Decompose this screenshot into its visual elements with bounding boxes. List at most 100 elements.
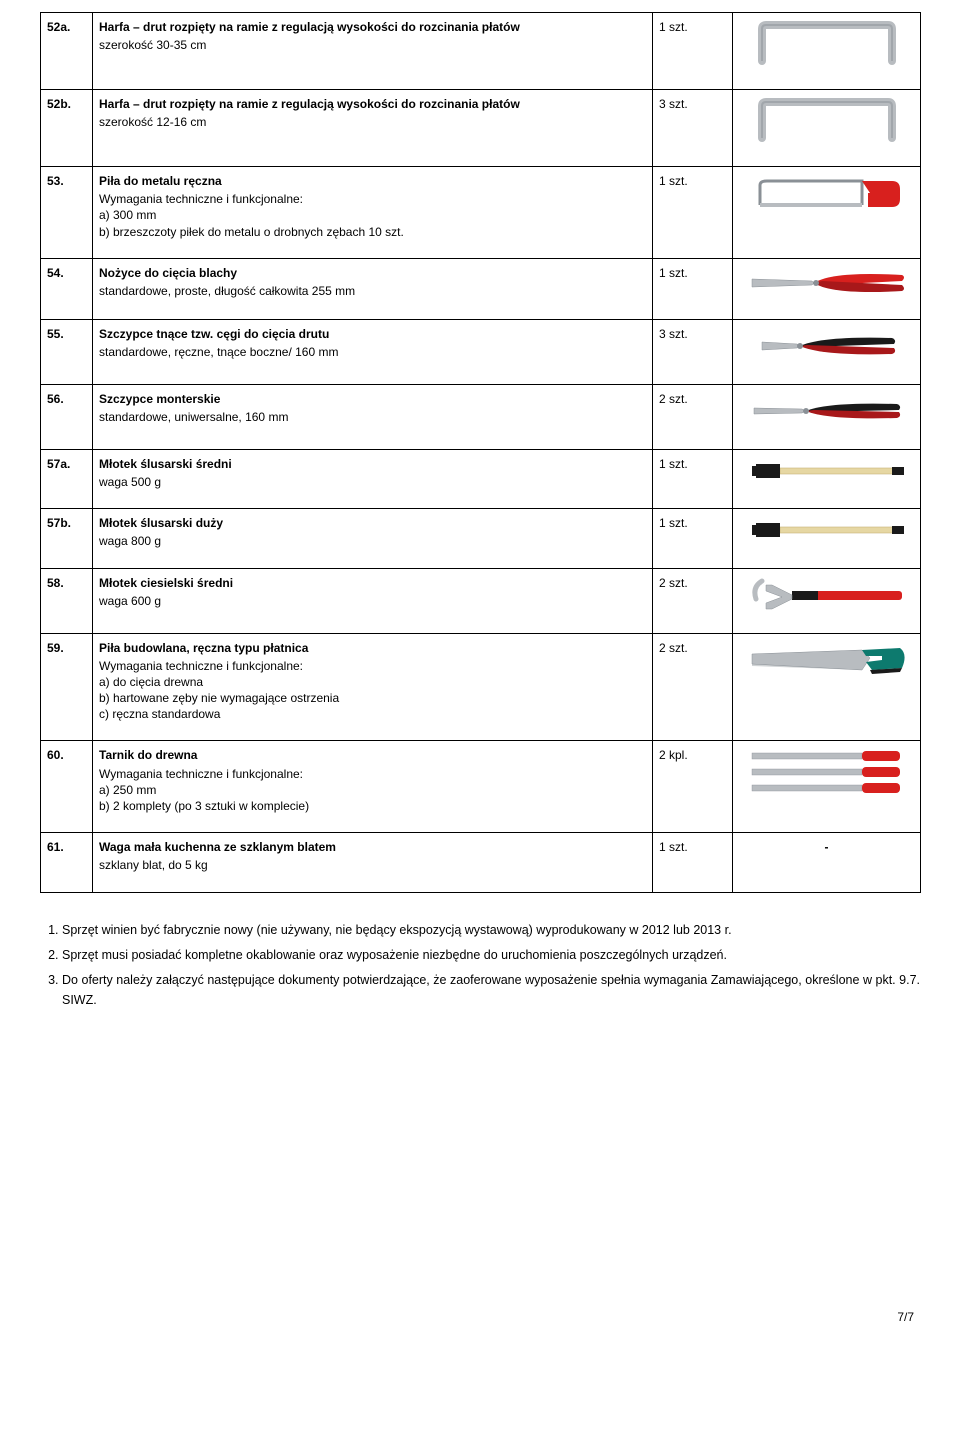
table-row: 58.Młotek ciesielski średniwaga 600 g2 s… — [41, 568, 921, 633]
tin-snips-icon — [739, 265, 914, 301]
row-detail-line: standardowe, proste, długość całkowita 2… — [99, 283, 646, 299]
row-description: Tarnik do drewna Wymagania techniczne i f… — [93, 741, 653, 833]
row-title: Szczypce tnące tzw. cęgi do cięcia drutu — [99, 327, 329, 341]
row-detail-line: standardowe, ręczne, tnące boczne/ 160 m… — [99, 344, 646, 360]
row-number: 56. — [41, 384, 93, 449]
row-number: 61. — [41, 833, 93, 892]
table-row: 59. Piła budowlana, ręczna typu płatnica W… — [41, 633, 921, 741]
row-title: Waga mała kuchenna ze szklanym blatem — [99, 840, 336, 854]
row-title: Nożyce do cięcia blachy — [99, 266, 237, 280]
handsaw-icon — [739, 640, 914, 680]
row-description: Młotek ślusarski średniwaga 500 g — [93, 449, 653, 508]
row-image — [733, 509, 921, 568]
row-image — [733, 90, 921, 167]
note-item: Sprzęt winien być fabrycznie nowy (nie u… — [62, 921, 920, 940]
row-image — [733, 741, 921, 833]
claw-hammer-icon — [739, 575, 914, 615]
row-description: Harfa – drut rozpięty na ramie z regulac… — [93, 90, 653, 167]
page-footer: 7/7 — [40, 1310, 920, 1324]
row-quantity: 2 kpl. — [653, 741, 733, 833]
row-title: Tarnik do drewna — [99, 748, 197, 762]
row-description: Młotek ślusarski duży waga 800 g — [93, 509, 653, 568]
combination-pliers-icon — [739, 391, 914, 431]
row-image — [733, 568, 921, 633]
row-number: 52b. — [41, 90, 93, 167]
row-detail-line: standardowe, uniwersalne, 160 mm — [99, 409, 646, 425]
equipment-table: 52a.Harfa – drut rozpięty na ramie z reg… — [40, 12, 921, 893]
row-image — [733, 319, 921, 384]
table-row: 52a.Harfa – drut rozpięty na ramie z reg… — [41, 13, 921, 90]
row-quantity: 1 szt. — [653, 13, 733, 90]
rasp-set-icon — [739, 747, 914, 797]
row-image — [733, 13, 921, 90]
row-detail-line: c) ręczna standardowa — [99, 706, 646, 722]
row-image — [733, 633, 921, 741]
row-title: Młotek ślusarski duży — [99, 516, 223, 530]
row-quantity: 3 szt. — [653, 319, 733, 384]
row-title: Harfa – drut rozpięty na ramie z regulac… — [99, 97, 520, 111]
row-detail-line: b) brzeszczoty piłek do metalu o drobnyc… — [99, 224, 646, 240]
row-number: 60. — [41, 741, 93, 833]
row-title: Szczypce monterskie — [99, 392, 220, 406]
row-description: Szczypce monterskie standardowe, uniwersa… — [93, 384, 653, 449]
row-image: - — [733, 833, 921, 892]
hacksaw-icon — [739, 173, 914, 217]
row-number: 57b. — [41, 509, 93, 568]
row-image — [733, 167, 921, 259]
row-number: 55. — [41, 319, 93, 384]
table-row: 57a.Młotek ślusarski średniwaga 500 g1 s… — [41, 449, 921, 508]
row-detail-line: szklany blat, do 5 kg — [99, 857, 646, 873]
table-row: 56. Szczypce monterskie standardowe, uniwe… — [41, 384, 921, 449]
row-title: Młotek ciesielski średni — [99, 576, 233, 590]
table-row: 55.Szczypce tnące tzw. cęgi do cięcia dr… — [41, 319, 921, 384]
row-image — [733, 258, 921, 319]
hammer-medium-icon — [739, 456, 914, 486]
table-row: 60. Tarnik do drewna Wymagania techniczne … — [41, 741, 921, 833]
row-title: Młotek ślusarski średni — [99, 457, 232, 471]
row-detail-line: b) hartowane zęby nie wymagające ostrzen… — [99, 690, 646, 706]
harp-frame-small-icon — [739, 96, 914, 148]
row-detail-line: waga 600 g — [99, 593, 646, 609]
row-detail-line: a) 300 mm — [99, 207, 646, 223]
row-quantity: 1 szt. — [653, 509, 733, 568]
row-detail-line: waga 800 g — [99, 533, 646, 549]
row-description: Młotek ciesielski średni waga 600 g — [93, 568, 653, 633]
row-image — [733, 384, 921, 449]
table-row: 52b. Harfa – drut rozpięty na ramie z reg… — [41, 90, 921, 167]
row-quantity: 2 szt. — [653, 568, 733, 633]
row-description: Szczypce tnące tzw. cęgi do cięcia drutu… — [93, 319, 653, 384]
row-description: Harfa – drut rozpięty na ramie z regulac… — [93, 13, 653, 90]
table-row: 61. Waga mała kuchenna ze szklanym blatem… — [41, 833, 921, 892]
table-row: 54. Nożyce do cięcia blachy standardowe, p… — [41, 258, 921, 319]
row-number: 59. — [41, 633, 93, 741]
note-item: Do oferty należy załączyć następujące do… — [62, 971, 920, 1010]
row-number: 53. — [41, 167, 93, 259]
row-detail-line: Wymagania techniczne i funkcjonalne: — [99, 766, 646, 782]
row-detail-line: szerokość 30-35 cm — [99, 37, 646, 53]
row-detail-line: Wymagania techniczne i funkcjonalne: — [99, 658, 646, 674]
harp-frame-large-icon — [739, 19, 914, 71]
row-detail-line: a) 250 mm — [99, 782, 646, 798]
table-row: 53. Piła do metalu ręczna Wymagania techni… — [41, 167, 921, 259]
row-title: Piła do metalu ręczna — [99, 174, 222, 188]
side-cutters-icon — [739, 326, 914, 366]
table-row: 57b. Młotek ślusarski duży waga 800 g 1 szt… — [41, 509, 921, 568]
row-detail-line: Wymagania techniczne i funkcjonalne: — [99, 191, 646, 207]
row-image — [733, 449, 921, 508]
row-quantity: 3 szt. — [653, 90, 733, 167]
note-item: Sprzęt musi posiadać kompletne okablowan… — [62, 946, 920, 965]
row-quantity: 1 szt. — [653, 449, 733, 508]
row-detail-line: a) do cięcia drewna — [99, 674, 646, 690]
row-quantity: 1 szt. — [653, 258, 733, 319]
row-detail-line: szerokość 12-16 cm — [99, 114, 646, 130]
row-detail-line: b) 2 komplety (po 3 sztuki w komplecie) — [99, 798, 646, 814]
row-quantity: 2 szt. — [653, 384, 733, 449]
row-quantity: 1 szt. — [653, 833, 733, 892]
row-title: Piła budowlana, ręczna typu płatnica — [99, 641, 308, 655]
row-description: Nożyce do cięcia blachy standardowe, pros… — [93, 258, 653, 319]
row-description: Piła budowlana, ręczna typu płatnica Wyma… — [93, 633, 653, 741]
hammer-large-icon — [739, 515, 914, 545]
row-description: Piła do metalu ręczna Wymagania techniczn… — [93, 167, 653, 259]
row-number: 54. — [41, 258, 93, 319]
row-title: Harfa – drut rozpięty na ramie z regulac… — [99, 20, 520, 34]
